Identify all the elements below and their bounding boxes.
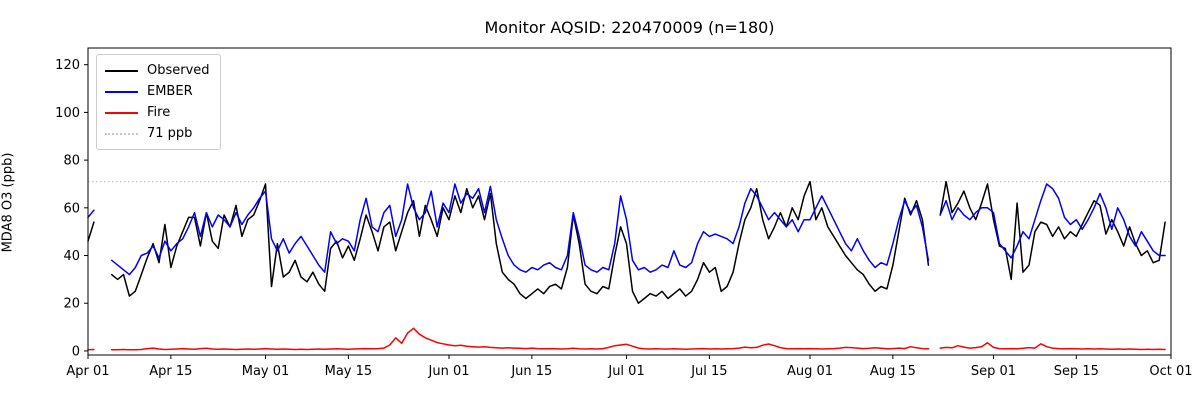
x-tick-label: May 15 [325,364,373,379]
legend: Observed EMBER Fire 71 ppb [96,54,221,150]
x-tick-label: Aug 15 [870,364,916,379]
legend-label-ember: EMBER [147,84,193,99]
plot-border [87,47,1172,356]
y-tick-label: 60 [63,201,80,216]
y-tick-label: 40 [63,249,80,264]
x-tick-label: May 01 [242,364,290,379]
y-tick-label: 120 [55,58,80,73]
legend-item-fire: Fire [105,102,210,123]
y-axis-label: MDA8 O3 (ppb) [0,152,16,253]
legend-label-fire: Fire [147,105,171,120]
chart-title: Monitor AQSID: 220470009 (n=180) [484,18,775,37]
x-tick-label: Jun 15 [510,364,552,379]
x-tick-label: Sep 15 [1054,364,1099,379]
observed-line-swatch [105,69,138,72]
y-tick-label: 20 [63,297,80,312]
y-tick-label: 0 [72,344,80,359]
x-tick-label: Oct 01 [1149,364,1192,379]
fire-line-swatch [105,111,138,114]
ember-line-swatch [105,90,138,93]
x-tick-label: Jul 15 [690,364,727,379]
y-tick-label: 100 [55,106,80,121]
x-tick-label: Aug 01 [787,364,833,379]
legend-item-observed: Observed [105,60,210,81]
legend-item-ember: EMBER [105,81,210,102]
x-tick-label: Jun 01 [428,364,470,379]
x-tick-label: Sep 01 [971,364,1016,379]
legend-item-threshold: 71 ppb [105,123,210,144]
threshold-line-swatch [105,132,138,135]
series-line-observed [87,180,1166,304]
series-line-ember [87,183,1166,276]
x-tick-label: Jul 01 [607,364,644,379]
x-tick-label: Apr 01 [66,364,109,379]
legend-label-threshold: 71 ppb [147,126,193,141]
y-tick-label: 80 [63,154,80,169]
series-line-fire [87,327,1166,351]
legend-label-observed: Observed [147,63,210,78]
x-tick-label: Apr 15 [149,364,192,379]
